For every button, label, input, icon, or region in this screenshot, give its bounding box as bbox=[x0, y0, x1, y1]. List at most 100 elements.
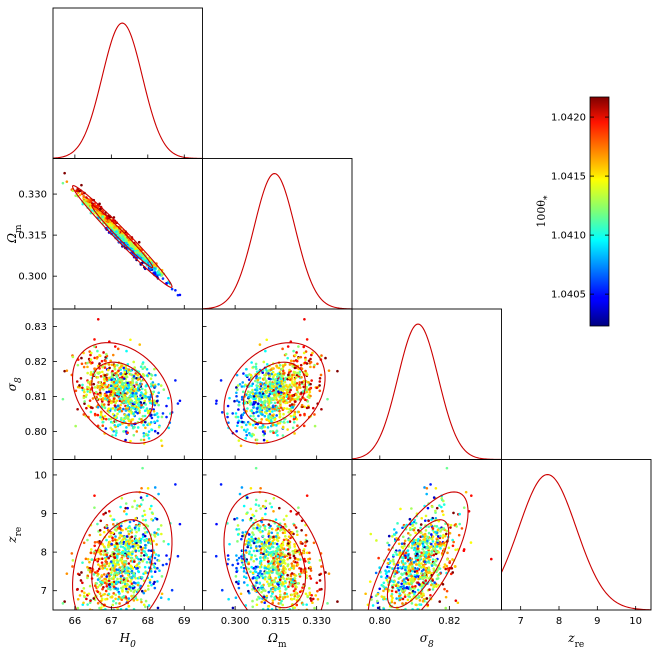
scatter-point bbox=[241, 519, 245, 522]
scatter-point bbox=[302, 351, 306, 355]
scatter-point bbox=[287, 577, 290, 580]
scatter-point bbox=[263, 425, 267, 429]
scatter-point bbox=[90, 209, 94, 212]
scatter-point bbox=[119, 378, 122, 381]
scatter-point bbox=[307, 381, 310, 384]
scatter-point bbox=[132, 581, 136, 584]
scatter-point bbox=[406, 598, 410, 602]
scatter-point bbox=[251, 599, 254, 603]
scatter-point bbox=[101, 424, 105, 428]
scatter-point bbox=[267, 590, 271, 594]
scatter-point bbox=[284, 535, 287, 538]
scatter-point bbox=[442, 503, 446, 506]
scatter-point bbox=[130, 242, 133, 245]
scatter-point bbox=[142, 557, 146, 561]
scatter-point bbox=[240, 537, 243, 541]
scatter-point bbox=[283, 592, 287, 595]
scatter-point bbox=[128, 611, 131, 614]
scatter-point bbox=[134, 516, 138, 520]
scatter-point bbox=[127, 587, 131, 591]
scatter-point bbox=[127, 542, 131, 546]
scatter-point bbox=[254, 379, 257, 383]
scatter-point bbox=[165, 281, 168, 285]
scatter-point bbox=[272, 386, 276, 389]
scatter-point bbox=[255, 389, 258, 392]
scatter-point bbox=[264, 589, 267, 592]
scatter-point bbox=[132, 412, 135, 415]
scatter-point bbox=[107, 545, 110, 549]
scatter-point bbox=[275, 557, 279, 561]
scatter-point bbox=[280, 573, 284, 576]
scatter-point bbox=[240, 425, 244, 429]
scatter-point bbox=[143, 409, 147, 413]
scatter-point bbox=[158, 569, 161, 573]
scatter-point bbox=[427, 525, 431, 529]
scatter-point bbox=[288, 556, 292, 559]
scatter-point bbox=[453, 565, 457, 568]
scatter-point bbox=[385, 578, 389, 582]
scatter-point bbox=[294, 583, 297, 587]
scatter-point bbox=[418, 599, 422, 602]
scatter-point bbox=[288, 567, 292, 571]
scatter-point bbox=[65, 180, 69, 183]
scatter-point bbox=[423, 486, 426, 489]
scatter-point bbox=[127, 413, 131, 416]
scatter-point bbox=[138, 397, 141, 401]
scatter-point bbox=[278, 581, 281, 584]
scatter-point bbox=[318, 380, 322, 383]
scatter-point bbox=[235, 429, 238, 433]
scatter-point bbox=[271, 565, 274, 568]
scatter-point bbox=[236, 384, 240, 387]
scatter-point bbox=[143, 550, 146, 553]
scatter-point bbox=[308, 557, 312, 561]
scatter-point bbox=[226, 415, 229, 419]
scatter-point bbox=[161, 412, 165, 415]
scatter-point bbox=[244, 436, 248, 440]
scatter-point bbox=[284, 376, 288, 380]
scatter-point bbox=[116, 577, 119, 581]
scatter-point bbox=[403, 542, 406, 545]
scatter-point bbox=[402, 617, 405, 620]
scatter-point bbox=[235, 460, 238, 463]
scatter-point bbox=[278, 363, 282, 367]
scatter-point bbox=[268, 383, 272, 386]
scatter-point bbox=[308, 587, 311, 590]
scatter-point bbox=[270, 401, 273, 404]
scatter-point bbox=[147, 538, 151, 541]
scatter-point bbox=[427, 531, 431, 535]
scatter-point bbox=[105, 580, 109, 583]
scatter-point bbox=[128, 553, 131, 556]
scatter-point bbox=[74, 389, 78, 393]
scatter-point bbox=[247, 552, 251, 556]
scatter-point bbox=[157, 383, 160, 386]
scatter-point bbox=[136, 373, 139, 377]
scatter-point bbox=[148, 581, 152, 584]
scatter-point bbox=[287, 528, 291, 532]
scatter-point bbox=[114, 593, 117, 597]
scatter-point bbox=[105, 352, 108, 356]
scatter-point bbox=[326, 397, 329, 401]
scatter-point bbox=[284, 588, 288, 591]
scatter-point bbox=[279, 406, 283, 410]
scatter-point bbox=[127, 419, 131, 423]
scatter-point bbox=[271, 405, 275, 409]
scatter-point bbox=[134, 545, 137, 548]
scatter-point bbox=[261, 430, 265, 433]
scatter-point bbox=[249, 516, 253, 520]
scatter-point bbox=[78, 384, 81, 387]
scatter-point bbox=[250, 535, 253, 539]
scatter-point bbox=[286, 356, 289, 360]
scatter-point bbox=[96, 590, 100, 594]
scatter-point bbox=[96, 601, 100, 605]
scatter-point bbox=[126, 381, 129, 385]
scatter-point bbox=[252, 411, 255, 415]
scatter-point bbox=[283, 555, 287, 558]
scatter-point bbox=[235, 391, 238, 395]
scatter-point bbox=[286, 548, 290, 551]
scatter-point bbox=[249, 507, 253, 511]
scatter-point bbox=[140, 537, 143, 541]
scatter-point bbox=[283, 595, 287, 599]
scatter-point bbox=[449, 526, 452, 529]
scatter-point bbox=[370, 630, 373, 633]
scatter-point bbox=[118, 397, 121, 400]
